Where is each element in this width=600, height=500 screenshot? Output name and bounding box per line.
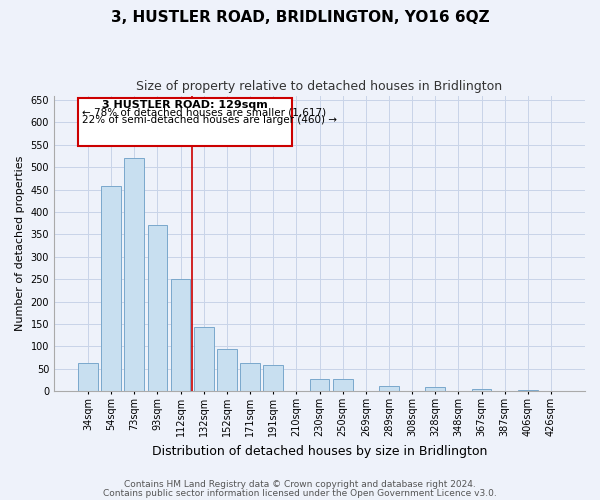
Bar [148,226,167,391]
Bar [263,366,283,391]
Bar [217,348,237,391]
Text: 22% of semi-detached houses are larger (460) →: 22% of semi-detached houses are larger (… [82,115,337,125]
FancyBboxPatch shape [77,98,292,146]
Bar [472,389,491,391]
Bar [124,158,144,391]
Bar [333,378,353,391]
Text: Contains HM Land Registry data © Crown copyright and database right 2024.: Contains HM Land Registry data © Crown c… [124,480,476,489]
Bar [379,386,399,391]
Bar [78,364,98,391]
Bar [240,364,260,391]
Bar [518,390,538,391]
Text: Contains public sector information licensed under the Open Government Licence v3: Contains public sector information licen… [103,488,497,498]
Text: 3 HUSTLER ROAD: 129sqm: 3 HUSTLER ROAD: 129sqm [102,100,268,110]
Title: Size of property relative to detached houses in Bridlington: Size of property relative to detached ho… [136,80,503,93]
Y-axis label: Number of detached properties: Number of detached properties [15,156,25,331]
Bar [101,186,121,391]
Text: 3, HUSTLER ROAD, BRIDLINGTON, YO16 6QZ: 3, HUSTLER ROAD, BRIDLINGTON, YO16 6QZ [110,10,490,25]
X-axis label: Distribution of detached houses by size in Bridlington: Distribution of detached houses by size … [152,444,487,458]
Bar [171,279,190,391]
Bar [194,327,214,391]
Bar [310,378,329,391]
Bar [425,387,445,391]
Text: ← 78% of detached houses are smaller (1,617): ← 78% of detached houses are smaller (1,… [82,108,326,118]
